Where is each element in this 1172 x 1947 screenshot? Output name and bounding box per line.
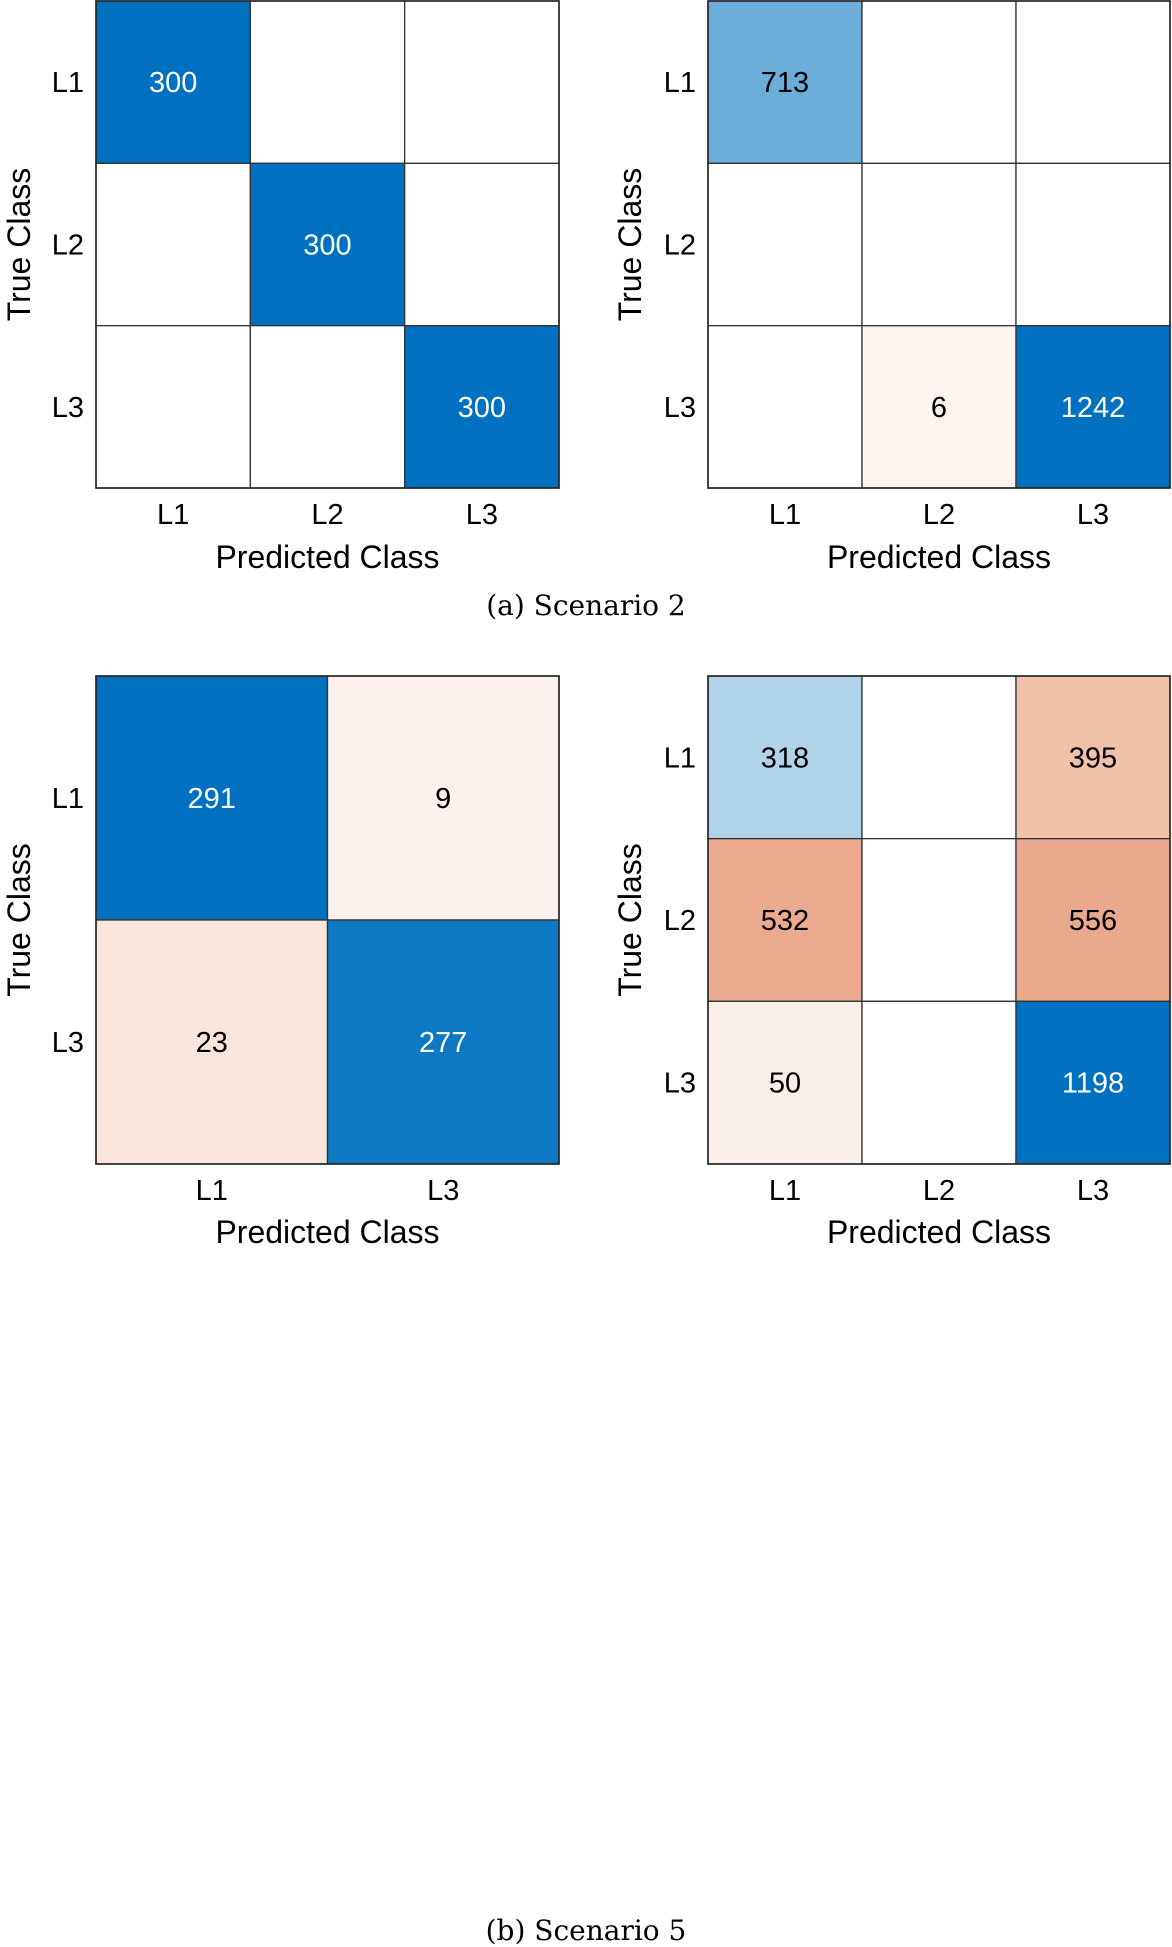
x-tick-label: L2 bbox=[311, 499, 343, 531]
matrix-cell-L3-L3 bbox=[326, 919, 560, 1165]
y-tick-label: L3 bbox=[664, 1068, 696, 1100]
cell-value-label: 318 bbox=[761, 742, 809, 774]
cell-value-label: 395 bbox=[1069, 742, 1117, 774]
y-axis-label: True Class bbox=[1, 843, 37, 997]
matrix-frame bbox=[707, 0, 1171, 489]
matrix-cell-L1-L2 bbox=[861, 0, 1017, 164]
caption-scenario-5: (b) Scenario 5 bbox=[485, 1914, 687, 1947]
matrix-cell-L2-L3 bbox=[1015, 838, 1171, 1002]
confusion-matrix-scenario-5-left: 291 9 23 277 L1 L3 L1 L3 Predicted Class True Cla… bbox=[1, 675, 560, 1250]
y-tick-label: L3 bbox=[52, 392, 84, 424]
confusion-matrix-scenario-2-left: 300 300 300 L1 L2 L3 L1 L2 L3 Predicted Class True… bbox=[1, 0, 560, 575]
y-tick-label: L1 bbox=[664, 742, 696, 774]
x-tick-label: L3 bbox=[1077, 499, 1109, 531]
matrix-cell-L1-L3 bbox=[326, 675, 560, 921]
x-tick-label: L1 bbox=[769, 1175, 801, 1207]
y-tick-label: L3 bbox=[52, 1027, 84, 1059]
confusion-matrix-scenario-2-right: 713 6 1242 L1 L2 L3 L1 L2 L3 Predicted Class True … bbox=[612, 0, 1171, 575]
cell-value-label: 300 bbox=[303, 230, 351, 262]
cell-value-label: 23 bbox=[196, 1027, 228, 1059]
cell-value-label: 6 bbox=[931, 392, 947, 424]
cell-value-label: 9 bbox=[435, 783, 451, 815]
y-tick-label: L2 bbox=[664, 905, 696, 937]
panel-scenario-5: 291 9 23 277 L1 L3 L1 L3 Predicted Class True Cla… bbox=[0, 650, 1172, 1947]
matrix-cell-L1-L1 bbox=[95, 675, 329, 921]
y-tick-label: L2 bbox=[664, 230, 696, 262]
x-tick-label: L1 bbox=[157, 499, 189, 531]
matrix-cell-L2-L1 bbox=[707, 162, 863, 327]
y-tick-label: L1 bbox=[52, 67, 84, 99]
matrix-cell-L3-L3 bbox=[404, 325, 560, 489]
matrix-cell-L3-L1 bbox=[95, 919, 329, 1165]
x-tick-label: L3 bbox=[1077, 1175, 1109, 1207]
x-axis-label: Predicted Class bbox=[827, 539, 1051, 575]
matrix-cell-L3-L3 bbox=[1015, 1000, 1171, 1165]
matrix-frame bbox=[95, 675, 560, 1165]
y-axis-label: True Class bbox=[612, 843, 648, 997]
cell-value-label: 300 bbox=[149, 67, 197, 99]
matrix-cell-L1-L2 bbox=[861, 675, 1017, 840]
matrix-cell-L3-L1 bbox=[707, 325, 863, 489]
matrix-cell-L2-L2 bbox=[861, 162, 1017, 327]
cell-value-label: 1198 bbox=[1062, 1068, 1124, 1100]
y-axis-label: True Class bbox=[1, 168, 37, 322]
y-tick-label: L3 bbox=[664, 392, 696, 424]
matrix-cell-L3-L2 bbox=[861, 1000, 1017, 1165]
x-tick-label: L3 bbox=[466, 499, 498, 531]
panel-scenario-2: 300 300 300 L1 L2 L3 L1 L2 L3 Predicted Class True… bbox=[0, 0, 1172, 640]
cell-value-label: 291 bbox=[188, 783, 236, 815]
y-tick-label: L1 bbox=[664, 67, 696, 99]
x-axis-label: Predicted Class bbox=[215, 1214, 439, 1250]
x-axis-label: Predicted Class bbox=[827, 1214, 1051, 1250]
cell-value-label: 556 bbox=[1069, 905, 1117, 937]
cell-value-label: 532 bbox=[761, 905, 809, 937]
matrix-cell-L1-L2 bbox=[249, 0, 406, 164]
matrix-cell-L1-L1 bbox=[95, 0, 251, 164]
y-axis-label: True Class bbox=[612, 168, 648, 322]
matrix-cell-L2-L3 bbox=[404, 162, 560, 327]
y-tick-label: L1 bbox=[52, 783, 84, 815]
matrix-frame bbox=[707, 675, 1171, 1165]
matrix-cell-L3-L1 bbox=[95, 325, 251, 489]
caption-scenario-2: (a) Scenario 2 bbox=[486, 589, 686, 622]
matrix-cell-L2-L3 bbox=[1015, 162, 1171, 327]
matrix-cell-L1-L3 bbox=[1015, 675, 1171, 840]
cell-value-label: 300 bbox=[458, 392, 506, 424]
matrix-cell-L3-L3 bbox=[1015, 325, 1171, 489]
matrix-cell-L2-L2 bbox=[249, 162, 406, 327]
confusion-matrix-scenario-5-right: 318 395 532 556 50 1198 L1 L2 L3 L1 L2 L3 Predicted … bbox=[612, 675, 1171, 1250]
cell-value-label: 1242 bbox=[1061, 392, 1126, 424]
x-tick-label: L3 bbox=[427, 1175, 459, 1207]
x-tick-label: L2 bbox=[923, 1175, 955, 1207]
x-tick-label: L1 bbox=[196, 1175, 228, 1207]
matrix-frame bbox=[95, 0, 560, 489]
cell-value-label: 50 bbox=[769, 1068, 801, 1100]
y-tick-label: L2 bbox=[52, 230, 84, 262]
x-axis-label: Predicted Class bbox=[215, 539, 439, 575]
matrix-cell-L2-L2 bbox=[861, 838, 1017, 1002]
confusion-matrices-scenario-2: 300 300 300 L1 L2 L3 L1 L2 L3 Predicted Class True… bbox=[1, 0, 1171, 575]
cell-value-label: 713 bbox=[761, 67, 809, 99]
x-tick-label: L2 bbox=[923, 499, 955, 531]
matrix-cell-L3-L2 bbox=[249, 325, 406, 489]
cell-value-label: 277 bbox=[419, 1027, 467, 1059]
matrix-cell-L2-L1 bbox=[95, 162, 251, 327]
matrix-cell-L1-L3 bbox=[404, 0, 560, 164]
matrix-cell-L1-L3 bbox=[1015, 0, 1171, 164]
confusion-matrices-scenario-5: 291 9 23 277 L1 L3 L1 L3 Predicted Class True Cla… bbox=[1, 675, 1171, 1250]
x-tick-label: L1 bbox=[769, 499, 801, 531]
